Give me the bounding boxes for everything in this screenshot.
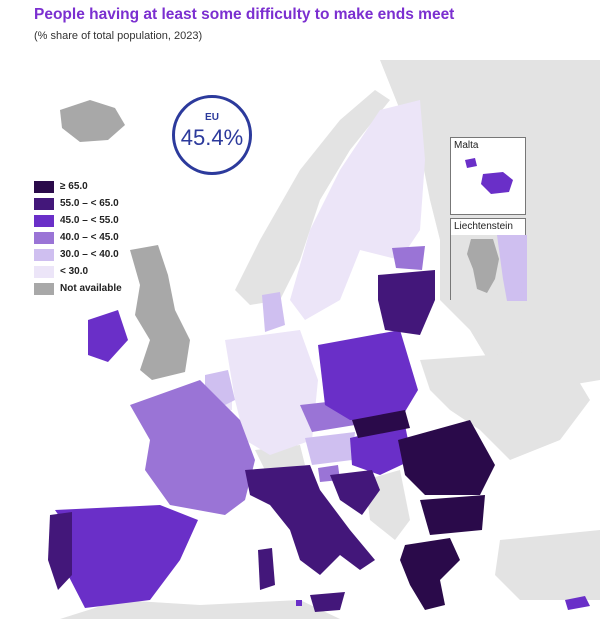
map-legend: ≥ 65.0 55.0 – < 65.0 45.0 – < 55.0 40.0 … (34, 178, 122, 297)
legend-item-40-45: 40.0 – < 45.0 (34, 229, 122, 246)
sweden-finland-region (290, 100, 425, 320)
malta-inset-map (465, 158, 513, 194)
poland-region (318, 330, 418, 420)
legend-item-55-65: 55.0 – < 65.0 (34, 195, 122, 212)
bulgaria-region (420, 495, 485, 535)
legend-item-under-30: < 30.0 (34, 263, 122, 280)
hungary-region (350, 425, 412, 475)
ukraine-land (420, 350, 590, 460)
slovakia-region (352, 410, 410, 438)
iceland-region (60, 100, 125, 142)
greece-region (400, 538, 460, 610)
great-britain-region (130, 245, 190, 380)
france-region (130, 380, 255, 515)
legend-item-65-plus: ≥ 65.0 (34, 178, 122, 195)
malta-inset: Malta (450, 137, 526, 215)
liechtenstein-inset: Liechtenstein (450, 218, 527, 301)
liechtenstein-inset-map (451, 235, 527, 301)
legend-item-30-40: 30.0 – < 40.0 (34, 246, 122, 263)
legend-swatch (34, 214, 54, 227)
norway-region (235, 90, 390, 305)
estonia-region (392, 246, 425, 270)
map-title: People having at least some difficulty t… (34, 6, 455, 23)
portugal-region (48, 512, 72, 590)
legend-label: 55.0 – < 65.0 (60, 198, 119, 209)
legend-label: < 30.0 (60, 266, 89, 277)
sicily-region (310, 592, 345, 612)
latvia-lithuania-region (378, 270, 435, 335)
legend-swatch (34, 231, 54, 244)
germany-region (225, 330, 318, 455)
eu-value: 45.4% (180, 125, 244, 150)
malta-inset-title: Malta (454, 140, 479, 151)
austria-region (305, 432, 355, 465)
liechtenstein-inset-title: Liechtenstein (454, 221, 513, 232)
spain-region (55, 505, 198, 608)
legend-swatch (34, 282, 54, 295)
cyprus-region (565, 596, 590, 610)
legend-label: Not available (60, 283, 122, 294)
malta-small-region (296, 600, 302, 606)
croatia-region (330, 470, 380, 515)
italy-region (245, 465, 375, 575)
legend-label: ≥ 65.0 (60, 181, 88, 192)
legend-label: 40.0 – < 45.0 (60, 232, 119, 243)
ireland-region (88, 310, 128, 362)
legend-swatch (34, 248, 54, 261)
legend-swatch (34, 197, 54, 210)
legend-swatch (34, 265, 54, 278)
legend-label: 45.0 – < 55.0 (60, 215, 119, 226)
eu-average-badge: EU 45.4% (172, 95, 252, 175)
legend-swatch (34, 180, 54, 193)
sardinia-region (258, 548, 275, 590)
map-subtitle: (% share of total population, 2023) (34, 30, 203, 42)
denmark-region (262, 292, 285, 332)
legend-item-not-available: Not available (34, 280, 122, 297)
turkey-land (495, 530, 600, 600)
legend-label: 30.0 – < 40.0 (60, 249, 119, 260)
romania-region (398, 420, 495, 495)
legend-item-45-55: 45.0 – < 55.0 (34, 212, 122, 229)
north-africa-land (60, 600, 340, 619)
eu-label: EU (205, 112, 219, 123)
